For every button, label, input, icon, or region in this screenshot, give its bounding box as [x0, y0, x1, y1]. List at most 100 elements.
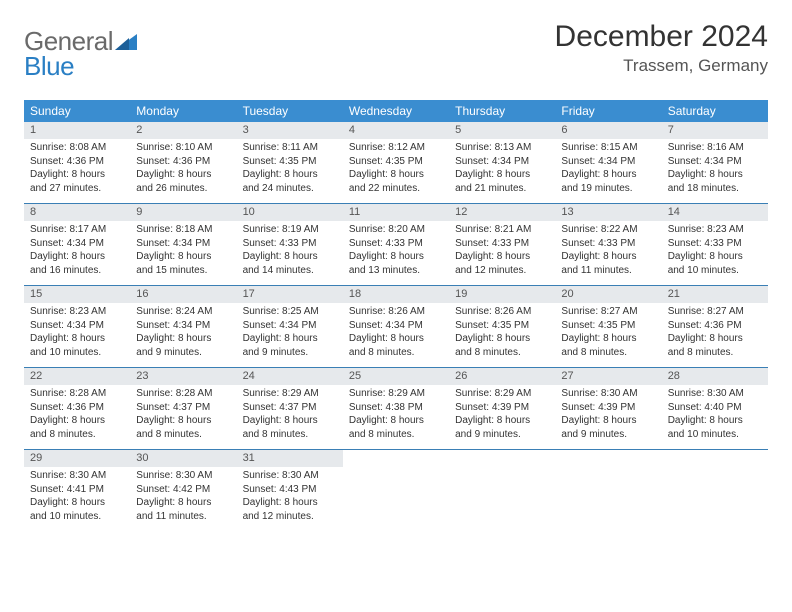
daylight-line: Daylight: 8 hours and 9 minutes. [243, 332, 337, 359]
day-body [555, 455, 661, 465]
sunset-line: Sunset: 4:42 PM [136, 483, 230, 497]
day-number: 30 [130, 450, 236, 467]
day-body: Sunrise: 8:30 AMSunset: 4:43 PMDaylight:… [237, 467, 343, 531]
daylight-line: Daylight: 8 hours and 12 minutes. [243, 496, 337, 523]
day-header: Friday [555, 100, 661, 122]
sunset-line: Sunset: 4:38 PM [349, 401, 443, 415]
calendar-cell: 23 Sunrise: 8:28 AMSunset: 4:37 PMDayligh… [130, 368, 236, 449]
sunrise-line: Sunrise: 8:23 AM [30, 305, 124, 319]
calendar-cell: 29Sunrise: 8:30 AMSunset: 4:41 PMDayligh… [24, 450, 130, 531]
sunrise-line: Sunrise: 8:27 AM [561, 305, 655, 319]
daylight-line: Daylight: 8 hours and 18 minutes. [668, 168, 762, 195]
calendar-cell: 9Sunrise: 8:18 AMSunset: 4:34 PMDaylight… [130, 204, 236, 285]
sunrise-line: Sunrise: 8:30 AM [30, 469, 124, 483]
day-number: 18 [343, 286, 449, 303]
day-number: 22 [24, 368, 130, 385]
daylight-line: Daylight: 8 hours and 22 minutes. [349, 168, 443, 195]
sunset-line: Sunset: 4:34 PM [455, 155, 549, 169]
sunset-line: Sunset: 4:37 PM [136, 401, 230, 415]
day-number: 11 [343, 204, 449, 221]
calendar-cell: 25Sunrise: 8:29 AMSunset: 4:38 PMDayligh… [343, 368, 449, 449]
sunrise-line: Sunrise: 8:29 AM [455, 387, 549, 401]
daylight-line: Daylight: 8 hours and 8 minutes. [136, 414, 230, 441]
calendar-cell: 7Sunrise: 8:16 AMSunset: 4:34 PMDaylight… [662, 122, 768, 203]
day-body: Sunrise: 8:11 AMSunset: 4:35 PMDaylight:… [237, 139, 343, 203]
day-body: Sunrise: 8:28 AMSunset: 4:36 PMDaylight:… [24, 385, 130, 449]
day-body: Sunrise: 8:30 AMSunset: 4:40 PMDaylight:… [662, 385, 768, 449]
daylight-line: Daylight: 8 hours and 10 minutes. [668, 414, 762, 441]
calendar-cell: 24Sunrise: 8:29 AMSunset: 4:37 PMDayligh… [237, 368, 343, 449]
day-number: 1 [24, 122, 130, 139]
daylight-line: Daylight: 8 hours and 16 minutes. [30, 250, 124, 277]
day-number: 17 [237, 286, 343, 303]
sunset-line: Sunset: 4:34 PM [30, 319, 124, 333]
sunset-line: Sunset: 4:34 PM [561, 155, 655, 169]
calendar-cell: 28Sunrise: 8:30 AMSunset: 4:40 PMDayligh… [662, 368, 768, 449]
daylight-line: Daylight: 8 hours and 8 minutes. [561, 332, 655, 359]
sunset-line: Sunset: 4:35 PM [243, 155, 337, 169]
day-number: 4 [343, 122, 449, 139]
sunrise-line: Sunrise: 8:21 AM [455, 223, 549, 237]
day-number: 19 [449, 286, 555, 303]
daylight-line: Daylight: 8 hours and 8 minutes. [30, 414, 124, 441]
day-number: 23 [130, 368, 236, 385]
sunrise-line: Sunrise: 8:17 AM [30, 223, 124, 237]
sunset-line: Sunset: 4:33 PM [668, 237, 762, 251]
calendar-cell: 11Sunrise: 8:20 AMSunset: 4:33 PMDayligh… [343, 204, 449, 285]
title-block: December 2024 Trassem, Germany [555, 20, 768, 76]
day-body: Sunrise: 8:23 AMSunset: 4:34 PMDaylight:… [24, 303, 130, 367]
daylight-line: Daylight: 8 hours and 13 minutes. [349, 250, 443, 277]
calendar-cell [662, 450, 768, 531]
day-body: Sunrise: 8:21 AMSunset: 4:33 PMDaylight:… [449, 221, 555, 285]
daylight-line: Daylight: 8 hours and 14 minutes. [243, 250, 337, 277]
day-number: 3 [237, 122, 343, 139]
daylight-line: Daylight: 8 hours and 9 minutes. [136, 332, 230, 359]
calendar-cell: 2Sunrise: 8:10 AMSunset: 4:36 PMDaylight… [130, 122, 236, 203]
calendar-cell: 18Sunrise: 8:26 AMSunset: 4:34 PMDayligh… [343, 286, 449, 367]
day-body: Sunrise: 8:10 AMSunset: 4:36 PMDaylight:… [130, 139, 236, 203]
calendar-cell: 31Sunrise: 8:30 AMSunset: 4:43 PMDayligh… [237, 450, 343, 531]
sunset-line: Sunset: 4:36 PM [30, 155, 124, 169]
day-body: Sunrise: 8:27 AMSunset: 4:35 PMDaylight:… [555, 303, 661, 367]
day-header-row: SundayMondayTuesdayWednesdayThursdayFrid… [24, 100, 768, 122]
day-body: Sunrise: 8:29 AMSunset: 4:38 PMDaylight:… [343, 385, 449, 449]
day-body: Sunrise: 8:30 AMSunset: 4:39 PMDaylight:… [555, 385, 661, 449]
day-number: 31 [237, 450, 343, 467]
week-row: 15Sunrise: 8:23 AMSunset: 4:34 PMDayligh… [24, 286, 768, 368]
daylight-line: Daylight: 8 hours and 10 minutes. [30, 332, 124, 359]
sunrise-line: Sunrise: 8:18 AM [136, 223, 230, 237]
sunset-line: Sunset: 4:34 PM [243, 319, 337, 333]
sunrise-line: Sunrise: 8:26 AM [349, 305, 443, 319]
sunset-line: Sunset: 4:33 PM [349, 237, 443, 251]
day-body [343, 455, 449, 465]
logo-word-blue: Blue [24, 51, 74, 81]
day-number: 25 [343, 368, 449, 385]
sunset-line: Sunset: 4:34 PM [136, 237, 230, 251]
day-header: Wednesday [343, 100, 449, 122]
daylight-line: Daylight: 8 hours and 10 minutes. [668, 250, 762, 277]
calendar-cell: 13Sunrise: 8:22 AMSunset: 4:33 PMDayligh… [555, 204, 661, 285]
sunrise-line: Sunrise: 8:28 AM [136, 387, 230, 401]
day-body: Sunrise: 8:29 AMSunset: 4:39 PMDaylight:… [449, 385, 555, 449]
sunset-line: Sunset: 4:40 PM [668, 401, 762, 415]
sunrise-line: Sunrise: 8:26 AM [455, 305, 549, 319]
header: General Blue December 2024 Trassem, Germ… [24, 20, 768, 88]
day-body: Sunrise: 8:30 AMSunset: 4:41 PMDaylight:… [24, 467, 130, 531]
daylight-line: Daylight: 8 hours and 8 minutes. [349, 414, 443, 441]
day-number: 5 [449, 122, 555, 139]
day-body: Sunrise: 8:24 AMSunset: 4:34 PMDaylight:… [130, 303, 236, 367]
calendar-cell: 15Sunrise: 8:23 AMSunset: 4:34 PMDayligh… [24, 286, 130, 367]
sunrise-line: Sunrise: 8:30 AM [243, 469, 337, 483]
sunset-line: Sunset: 4:36 PM [136, 155, 230, 169]
daylight-line: Daylight: 8 hours and 11 minutes. [136, 496, 230, 523]
calendar-cell: 17 Sunrise: 8:25 AMSunset: 4:34 PMDayligh… [237, 286, 343, 367]
day-body: Sunrise: 8:19 AMSunset: 4:33 PMDaylight:… [237, 221, 343, 285]
daylight-line: Daylight: 8 hours and 27 minutes. [30, 168, 124, 195]
calendar-cell: 16Sunrise: 8:24 AMSunset: 4:34 PMDayligh… [130, 286, 236, 367]
logo: General Blue [24, 26, 137, 88]
daylight-line: Daylight: 8 hours and 21 minutes. [455, 168, 549, 195]
sunrise-line: Sunrise: 8:13 AM [455, 141, 549, 155]
day-body: Sunrise: 8:26 AMSunset: 4:35 PMDaylight:… [449, 303, 555, 367]
sunrise-line: Sunrise: 8:25 AM [243, 305, 337, 319]
calendar-cell: 19Sunrise: 8:26 AMSunset: 4:35 PMDayligh… [449, 286, 555, 367]
